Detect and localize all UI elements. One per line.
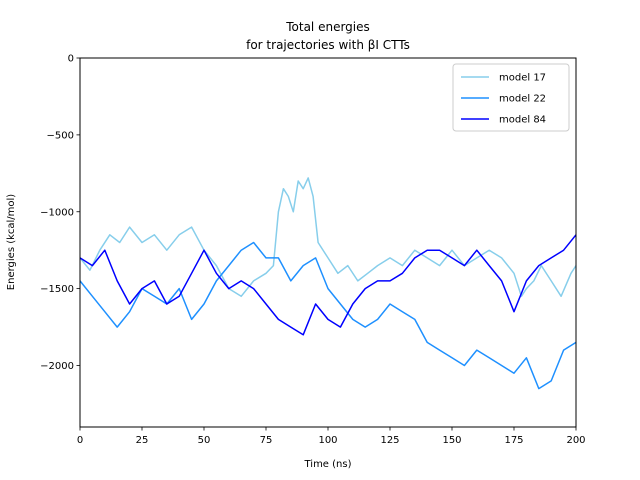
series-line-model-22 — [80, 241, 576, 390]
x-tick-label: 200 — [566, 435, 585, 446]
legend-label: model 84 — [499, 115, 546, 126]
chart-title-line-1: Total energies — [285, 20, 370, 34]
x-tick-label: 75 — [260, 435, 273, 446]
legend-box — [452, 63, 570, 132]
y-axis-label: Energies (kcal/mol) — [6, 194, 17, 291]
chart-title-line-2: for trajectories with βI CTTs — [246, 38, 410, 52]
x-tick-label: 50 — [198, 435, 211, 446]
x-tick-label: 0 — [77, 435, 83, 446]
x-axis: 0 25 50 75 100 125 150 175 200 — [77, 427, 586, 446]
y-axis: 0 −500 −1000 −1500 −2000 — [40, 54, 80, 372]
x-tick-label: 150 — [442, 435, 461, 446]
legend: model 17 model 22 model 84 — [452, 63, 570, 132]
x-tick-label: 175 — [504, 435, 523, 446]
legend-label: model 17 — [499, 73, 546, 84]
y-tick-label: 0 — [68, 54, 74, 65]
x-tick-label: 125 — [380, 435, 399, 446]
series-line-model-84 — [80, 234, 576, 336]
series-line-model-17 — [80, 177, 576, 298]
y-tick-label: −2000 — [40, 361, 74, 372]
x-tick-label: 100 — [318, 435, 337, 446]
x-tick-label: 25 — [136, 435, 149, 446]
chart-title: Total energies for trajectories with βI … — [246, 20, 410, 52]
series-layer — [80, 177, 576, 390]
y-tick-label: −500 — [47, 130, 74, 141]
x-axis-label: Time (ns) — [303, 459, 351, 470]
legend-label: model 22 — [499, 94, 546, 105]
y-tick-label: −1000 — [40, 207, 74, 218]
plot-area — [80, 177, 576, 390]
y-tick-label: −1500 — [40, 284, 74, 295]
